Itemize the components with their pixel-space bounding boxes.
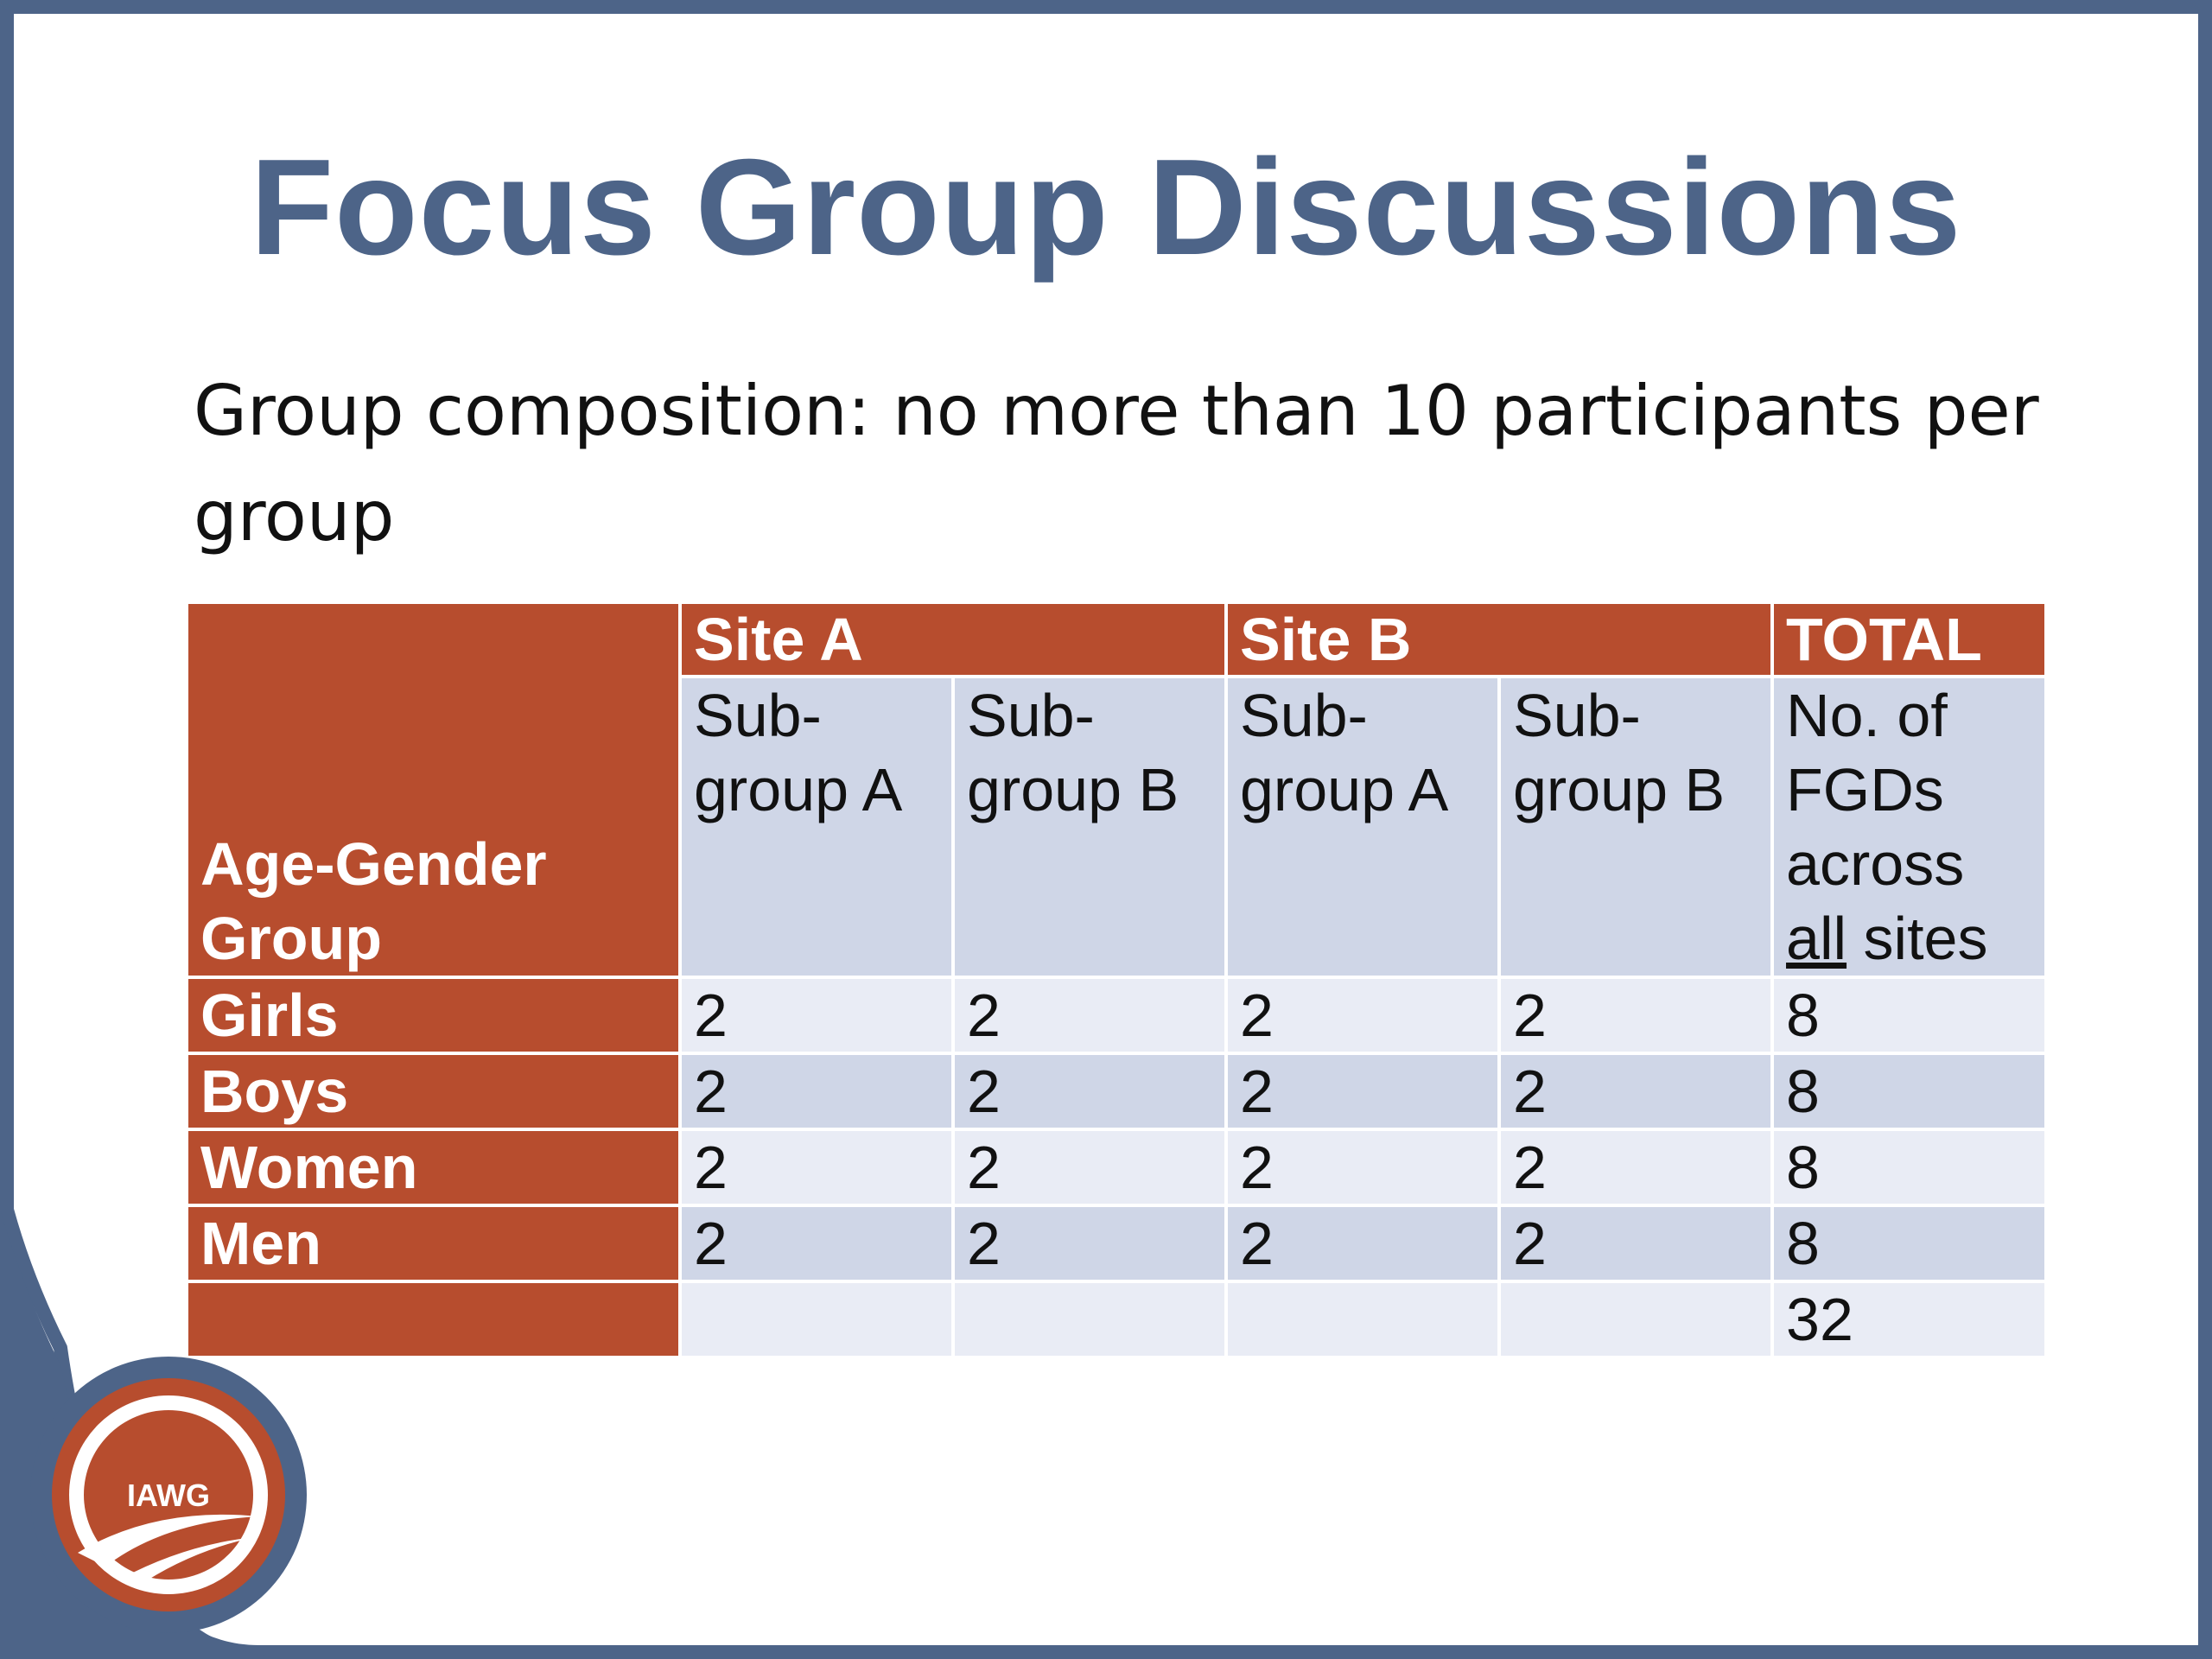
row-label-women: Women (185, 1128, 682, 1207)
header-site-b: Site B (1224, 601, 1775, 678)
iawg-logo: IAWG (30, 1357, 307, 1633)
header-total: TOTAL (1770, 601, 2049, 678)
table-header-row: Age-Gender Group Site A Site B TOTAL (185, 601, 2049, 979)
table-cell: 2 (951, 1052, 1228, 1131)
table-row-grand-total: 32 (185, 1280, 2049, 1359)
subheader-total-description: No. of FGDs across all sites (1770, 675, 2049, 979)
table-row: Men 2 2 2 2 8 (185, 1204, 2049, 1283)
table-cell: 2 (1224, 976, 1501, 1055)
subheader-site-a-subgroup-a: Sub-group A (678, 675, 955, 979)
table-cell: 2 (951, 976, 1228, 1055)
subheader-site-b-subgroup-b: Sub-group B (1497, 675, 1775, 979)
table-row: Boys 2 2 2 2 8 (185, 1052, 2049, 1131)
table-cell: 2 (1497, 1052, 1775, 1131)
subheader-site-b-subgroup-a: Sub-group A (1224, 675, 1501, 979)
grand-total-cell: 32 (1770, 1280, 2049, 1359)
table-cell: 2 (678, 1204, 955, 1283)
subheader-site-a-subgroup-b: Sub-group B (951, 675, 1228, 979)
table-cell: 2 (951, 1204, 1228, 1283)
table-cell-empty (678, 1280, 955, 1359)
total-desc-underlined: all (1786, 905, 1847, 972)
table-row: Women 2 2 2 2 8 (185, 1128, 2049, 1207)
table-cell-total: 8 (1770, 976, 2049, 1055)
row-label-boys: Boys (185, 1052, 682, 1131)
table-cell: 2 (1497, 976, 1775, 1055)
table-cell-empty (1497, 1280, 1775, 1359)
table-cell: 2 (678, 1128, 955, 1207)
table-cell-total: 8 (1770, 1128, 2049, 1207)
logo-text: IAWG (127, 1478, 210, 1513)
header-age-gender-group: Age-Gender Group (185, 601, 682, 979)
row-label-empty (185, 1280, 682, 1359)
page-title: Focus Group Discussions (250, 131, 1962, 283)
table-subheader-row: Sub-group A Sub-group B Sub-group A Sub-… (187, 675, 2049, 979)
table-cell: 2 (678, 1052, 955, 1131)
table-cell-empty (1224, 1280, 1501, 1359)
table-cell: 2 (1497, 1204, 1775, 1283)
table-cell: 2 (1224, 1052, 1501, 1131)
row-label-girls: Girls (185, 976, 682, 1055)
table-cell: 2 (951, 1128, 1228, 1207)
row-label-men: Men (185, 1204, 682, 1283)
table-cell-total: 8 (1770, 1052, 2049, 1131)
table-cell: 2 (1224, 1204, 1501, 1283)
subtitle: Group composition: no more than 10 parti… (194, 371, 2039, 556)
table-cell: 2 (678, 976, 955, 1055)
total-desc-part2: sites (1863, 905, 1988, 972)
table-cell-empty (951, 1280, 1228, 1359)
table-cell: 2 (1497, 1128, 1775, 1207)
fgd-table: Age-Gender Group Site A Site B TOTAL Sub… (185, 601, 2049, 1359)
total-desc-part1: No. of FGDs across (1786, 682, 1965, 898)
table-row: Girls 2 2 2 2 8 (185, 976, 2049, 1055)
header-site-a: Site A (678, 601, 1228, 678)
table-cell-total: 8 (1770, 1204, 2049, 1283)
table-cell: 2 (1224, 1128, 1501, 1207)
